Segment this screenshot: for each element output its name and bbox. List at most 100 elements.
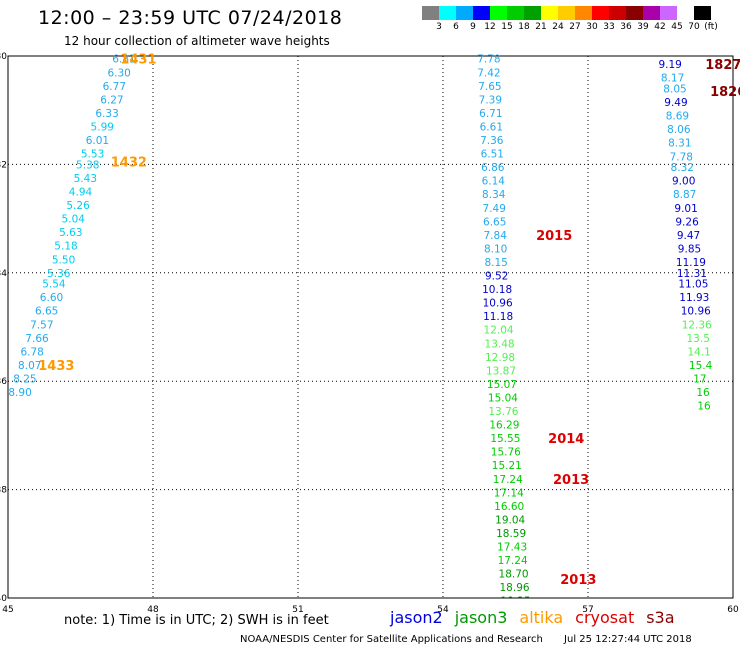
wave-height-label: 13.87 <box>486 365 516 377</box>
wave-height-label: 16 <box>697 401 711 413</box>
wave-height-label: 8.06 <box>667 124 691 136</box>
wave-height-label: 6.65 <box>483 216 506 228</box>
wave-height-label: 17.24 <box>493 474 523 486</box>
wave-height-label: 7.36 <box>480 135 504 147</box>
wave-height-label: 17.14 <box>494 487 524 499</box>
legend-label: 24 <box>552 22 564 32</box>
legend-swatch <box>660 6 677 20</box>
wave-height-label: 6.27 <box>100 94 123 106</box>
wave-height-label: 18.35 <box>500 596 530 608</box>
wave-height-label: 10.18 <box>482 284 512 296</box>
legend-swatch <box>439 6 456 20</box>
page-subtitle: 12 hour collection of altimeter wave hei… <box>64 34 330 48</box>
legend-label: 30 <box>586 22 598 32</box>
legend-swatch <box>524 6 541 20</box>
wave-height-label: 8.10 <box>484 243 507 255</box>
legend-swatch <box>490 6 507 20</box>
satellite-jason3: jason3 <box>454 608 508 627</box>
wave-height-label: 6.65 <box>35 306 58 318</box>
wave-height-label: 7.65 <box>478 81 501 93</box>
wave-height-label: 12.98 <box>485 352 515 364</box>
wave-height-label: 9.19 <box>658 59 681 71</box>
wave-height-label: 6.51 <box>481 149 504 161</box>
wave-height-label: 8.17 <box>661 73 684 85</box>
x-tick-label: 45 <box>2 605 13 615</box>
wave-height-label: 13.76 <box>488 406 518 418</box>
wave-height-label: 8.05 <box>663 84 686 96</box>
legend-label: 36 <box>620 22 632 32</box>
wave-height-label: 5.54 <box>42 279 66 291</box>
wave-height-label: 11.18 <box>483 311 513 323</box>
time-label: 1431 <box>120 53 156 68</box>
legend-swatch <box>558 6 575 20</box>
legend-label: 39 <box>637 22 649 32</box>
wave-height-label: 15.07 <box>487 379 517 391</box>
wave-height-label: 4.94 <box>69 187 93 199</box>
y-tick-label: -38 <box>0 486 7 496</box>
wave-height-label: 18.96 <box>500 582 530 594</box>
wave-height-label: 7.78 <box>670 151 693 163</box>
wave-height-label: 10.96 <box>681 306 711 318</box>
legend-label: 9 <box>470 22 476 32</box>
legend-swatch <box>456 6 473 20</box>
time-label: 2013 <box>553 473 589 488</box>
legend-label: 12 <box>484 22 496 32</box>
wave-height-label: 11.05 <box>678 279 708 291</box>
satellite-legend: jason2 jason3 altika cryosat s3a <box>390 608 675 627</box>
legend-swatch <box>694 6 711 20</box>
wave-height-label: 7.42 <box>477 67 500 79</box>
wave-height-label: 9.47 <box>677 230 700 242</box>
wave-height-label: 10.96 <box>483 298 513 310</box>
wave-height-label: 9.00 <box>672 176 695 188</box>
wave-height-label: 8.15 <box>484 257 507 269</box>
wave-height-label: 14.1 <box>687 346 710 358</box>
wave-height-label: 7.39 <box>479 94 502 106</box>
wave-height-label: 6.33 <box>95 108 118 120</box>
time-label: 1826 <box>710 85 740 100</box>
wave-height-label: 5.43 <box>74 173 97 185</box>
wave-height-label: 9.26 <box>675 216 699 228</box>
x-tick-label: 48 <box>147 605 159 615</box>
wave-height-label: 6.81 <box>112 54 135 66</box>
wave-height-label: 6.71 <box>479 108 502 120</box>
wave-height-label: 5.38 <box>76 159 99 171</box>
wave-height-label: 15.76 <box>491 447 521 459</box>
wave-height-label: 9.52 <box>485 271 508 283</box>
wave-height-label: 9.85 <box>678 243 701 255</box>
time-label: 2015 <box>536 229 572 244</box>
time-label: 2014 <box>548 432 584 447</box>
x-tick-label: 51 <box>292 605 303 615</box>
wave-height-label: 8.31 <box>668 138 691 150</box>
page-title: 12:00 – 23:59 UTC 07/24/2018 <box>38 7 343 29</box>
wave-height-label: 17.24 <box>498 555 528 567</box>
wave-height-label: 7.49 <box>483 203 506 215</box>
wave-height-label: 12.04 <box>484 325 514 337</box>
y-tick-label: -40 <box>0 594 7 604</box>
legend-swatch <box>609 6 626 20</box>
wave-height-label: 5.99 <box>91 121 114 133</box>
wave-height-label: 6.30 <box>107 67 130 79</box>
legend-label: 27 <box>569 22 581 32</box>
x-tick-label: 60 <box>727 605 739 615</box>
wave-height-label: 17.43 <box>497 542 527 554</box>
legend-label: 15 <box>501 22 513 32</box>
wave-height-label: 5.04 <box>62 214 86 226</box>
wave-height-label: 15.4 <box>689 360 713 372</box>
wave-height-label: 15.21 <box>492 460 522 472</box>
wave-height-label: 9.49 <box>664 97 687 109</box>
wave-height-label: 9.01 <box>674 203 697 215</box>
wave-height-label: 17. <box>693 373 710 385</box>
y-tick-label: -36 <box>0 377 7 387</box>
wave-height-label: 8.34 <box>482 189 506 201</box>
credit-line: NOAA/NESDIS Center for Satellite Applica… <box>240 634 692 645</box>
wave-height-label: 7.57 <box>30 319 53 331</box>
wave-height-label: 8.32 <box>671 162 694 174</box>
wave-height-label: 7.78 <box>477 54 500 66</box>
time-label: 2013 <box>560 573 596 588</box>
wave-height-label: 6.01 <box>86 135 109 147</box>
wave-height-label: 6.61 <box>480 121 503 133</box>
legend-swatch <box>575 6 592 20</box>
legend-swatch <box>643 6 660 20</box>
wave-height-label: 8.25 <box>13 373 36 385</box>
